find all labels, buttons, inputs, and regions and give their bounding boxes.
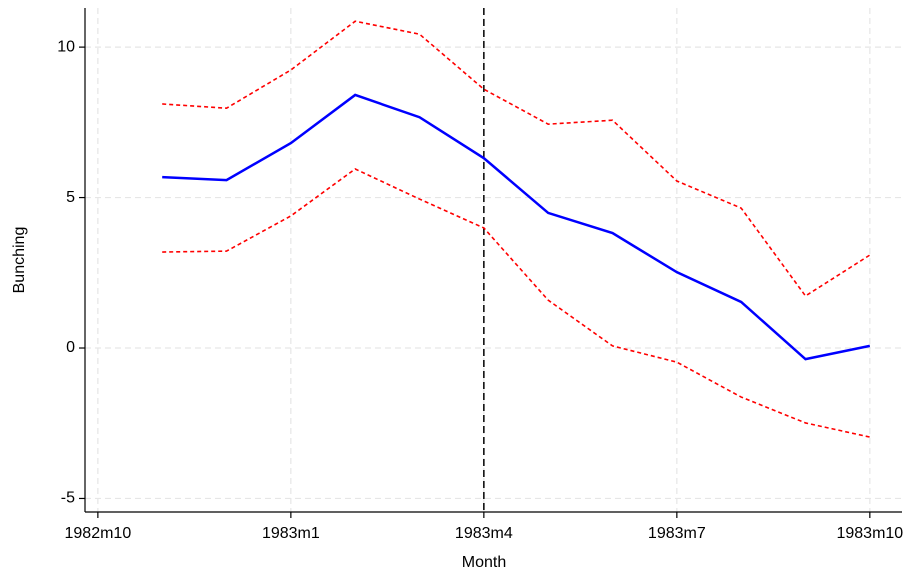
x-tick-label: 1983m1 [262, 525, 320, 542]
y-tick-label: -5 [61, 490, 75, 507]
y-axis-title: Bunching [11, 227, 28, 294]
x-tick-label: 1983m10 [836, 525, 903, 542]
line [162, 20, 871, 298]
x-tick-label: 1983m7 [648, 525, 706, 542]
x-tick-label: 1982m10 [65, 525, 132, 542]
y-tick-label: 0 [66, 339, 75, 356]
x-axis-title: Month [462, 554, 506, 571]
y-tick-label: 10 [57, 38, 75, 55]
y-tick-label: 5 [66, 189, 75, 206]
line [162, 168, 871, 438]
line [162, 93, 871, 361]
x-tick-label: 1983m4 [455, 525, 513, 542]
